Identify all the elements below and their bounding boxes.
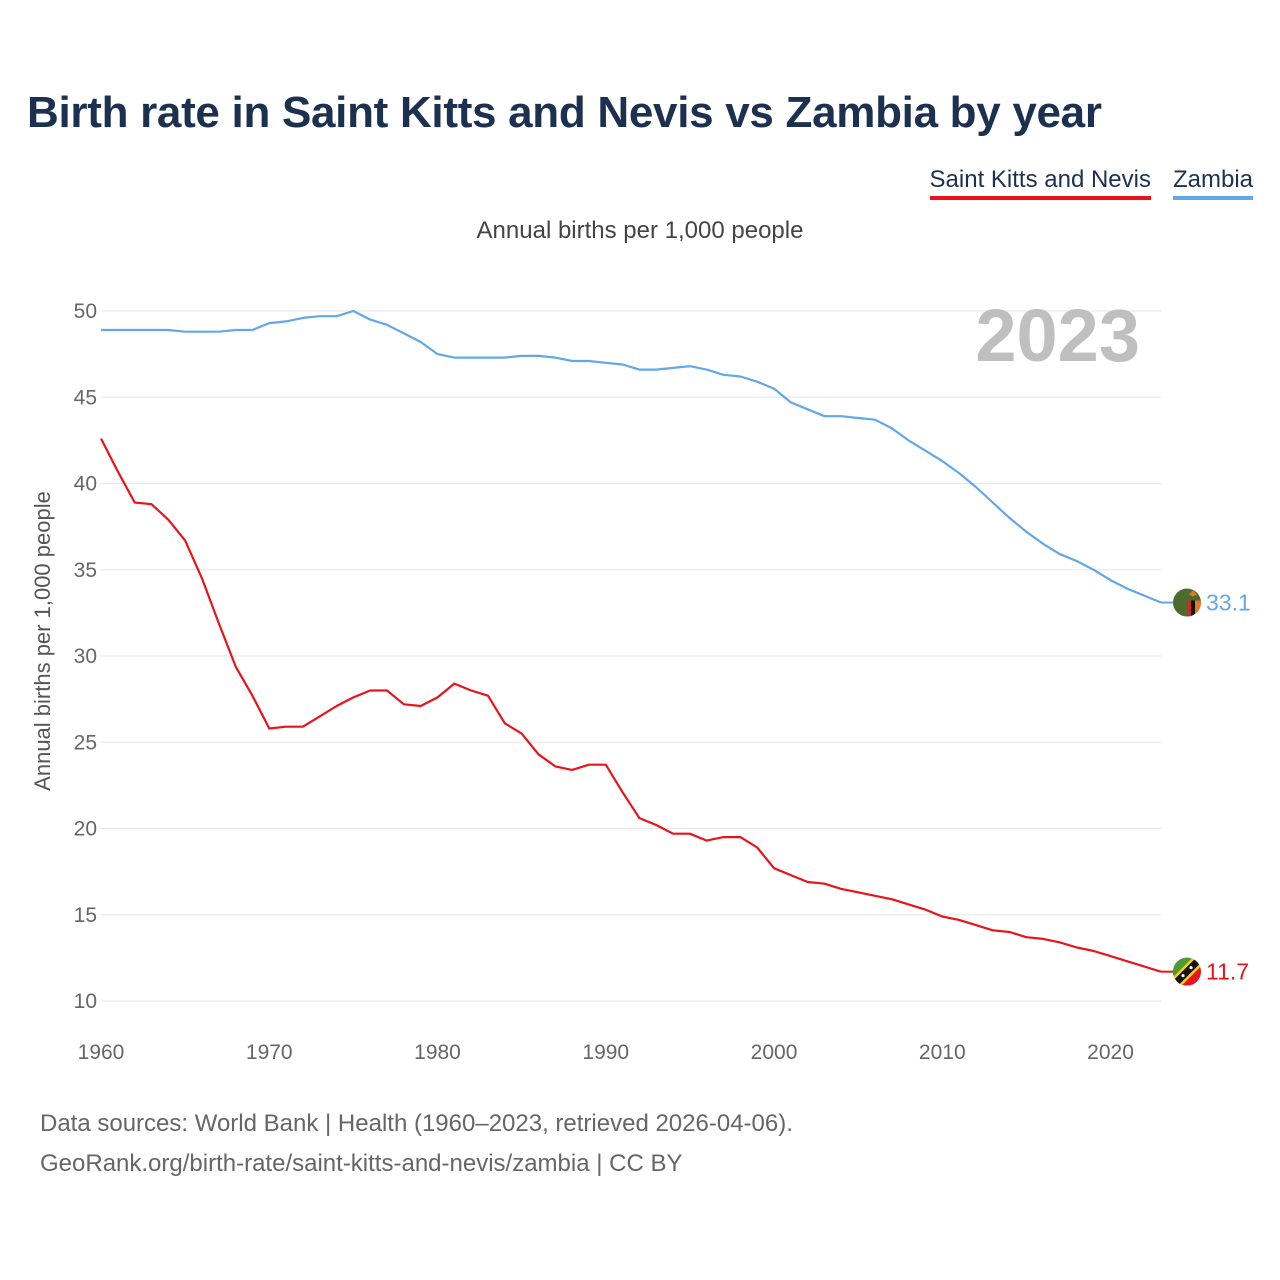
flag-marker-saint-kitts-and-nevis <box>1161 957 1201 986</box>
y-tick-label: 10 <box>74 990 97 1013</box>
y-tick-label: 35 <box>74 559 97 582</box>
x-tick-label: 2010 <box>919 1041 966 1064</box>
x-tick-label: 2000 <box>751 1041 798 1064</box>
x-tick-label: 2020 <box>1087 1041 1134 1064</box>
y-tick-label: 40 <box>74 473 97 496</box>
y-axis-label: Annual births per 1,000 people <box>30 491 55 791</box>
end-value-label-saint-kitts-and-nevis: 11.7 <box>1206 959 1249 985</box>
x-tick-label: 1980 <box>414 1041 461 1064</box>
chart-subtitle: Annual births per 1,000 people <box>476 217 804 244</box>
legend: Saint Kitts and Nevis Zambia <box>929 166 1253 200</box>
y-tick-label: 15 <box>74 904 97 927</box>
y-tick-label: 45 <box>74 386 97 409</box>
x-axis: 1960 1970 1980 1990 2000 2010 2020 <box>78 1041 1134 1064</box>
series-line-zambia[interactable] <box>101 309 1162 604</box>
series-line-saint-kitts-and-nevis[interactable] <box>100 438 1162 973</box>
footer: Data sources: World Bank | Health (1960–… <box>40 1104 793 1184</box>
y-tick-label: 25 <box>74 731 97 754</box>
y-tick-label: 50 <box>74 300 97 323</box>
y-axis: 10 15 20 25 30 35 40 45 50 <box>74 300 97 1013</box>
line-chart: 10 15 20 25 30 35 40 45 50 1960 1970 1980 1990 2000 2… <box>30 294 1251 1064</box>
y-tick-label: 30 <box>74 645 97 668</box>
series-group <box>100 309 1162 973</box>
flag-marker-zambia <box>1161 588 1201 617</box>
x-tick-label: 1970 <box>246 1041 293 1064</box>
footer-sources: Data sources: World Bank | Health (1960–… <box>40 1110 793 1137</box>
chart-title: Birth rate in Saint Kitts and Nevis vs Z… <box>27 88 1102 137</box>
grid <box>101 310 1161 1002</box>
end-value-label-zambia: 33.1 <box>1206 590 1251 616</box>
x-tick-label: 1990 <box>582 1041 629 1064</box>
legend-item-saint-kitts-and-nevis[interactable]: Saint Kitts and Nevis <box>929 166 1151 200</box>
highlight-year: 2023 <box>975 294 1140 377</box>
x-tick-label: 1960 <box>78 1041 125 1064</box>
footer-link[interactable]: GeoRank.org/birth-rate/saint-kitts-and-n… <box>40 1150 683 1177</box>
y-tick-label: 20 <box>74 818 97 841</box>
legend-item-zambia[interactable]: Zambia <box>1172 166 1253 200</box>
end-markers: 11.7 33.1 <box>1161 588 1251 986</box>
